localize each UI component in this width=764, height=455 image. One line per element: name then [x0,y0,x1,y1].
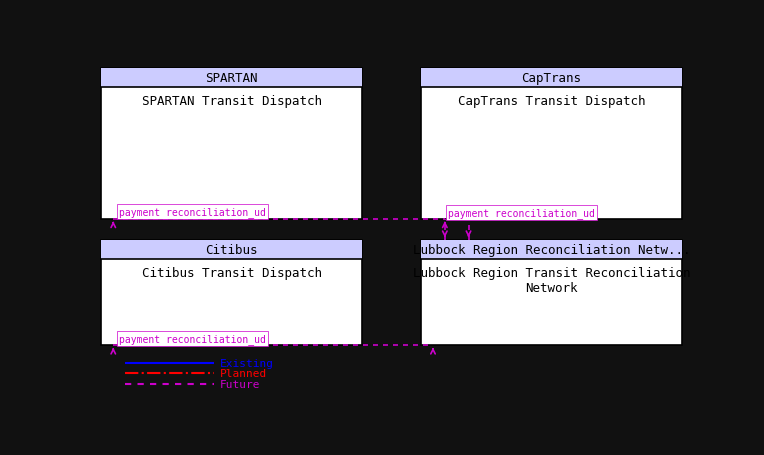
Text: payment reconciliation_ud: payment reconciliation_ud [119,207,266,218]
Text: Planned: Planned [220,369,267,379]
Bar [102,240,362,345]
Bar [421,69,681,219]
Text: Citibus Transit Dispatch: Citibus Transit Dispatch [141,267,322,279]
Bar [421,69,681,88]
Text: CapTrans Transit Dispatch: CapTrans Transit Dispatch [458,95,645,108]
Text: SPARTAN: SPARTAN [206,72,258,85]
Text: Future: Future [220,379,261,389]
Text: SPARTAN Transit Dispatch: SPARTAN Transit Dispatch [141,95,322,108]
Text: payment reconciliation_ud: payment reconciliation_ud [119,333,266,344]
Bar [102,69,362,88]
Text: Lubbock Region Transit Reconciliation
Network: Lubbock Region Transit Reconciliation Ne… [413,267,690,294]
Bar [102,69,362,219]
Bar [421,240,681,345]
Bar [421,240,681,259]
Bar [102,240,362,259]
Text: Lubbock Region Reconciliation Netw...: Lubbock Region Reconciliation Netw... [413,243,690,257]
Text: Existing: Existing [220,358,274,368]
Text: Citibus: Citibus [206,243,258,257]
Text: CapTrans: CapTrans [521,72,581,85]
Text: payment reconciliation_ud: payment reconciliation_ud [448,208,594,219]
